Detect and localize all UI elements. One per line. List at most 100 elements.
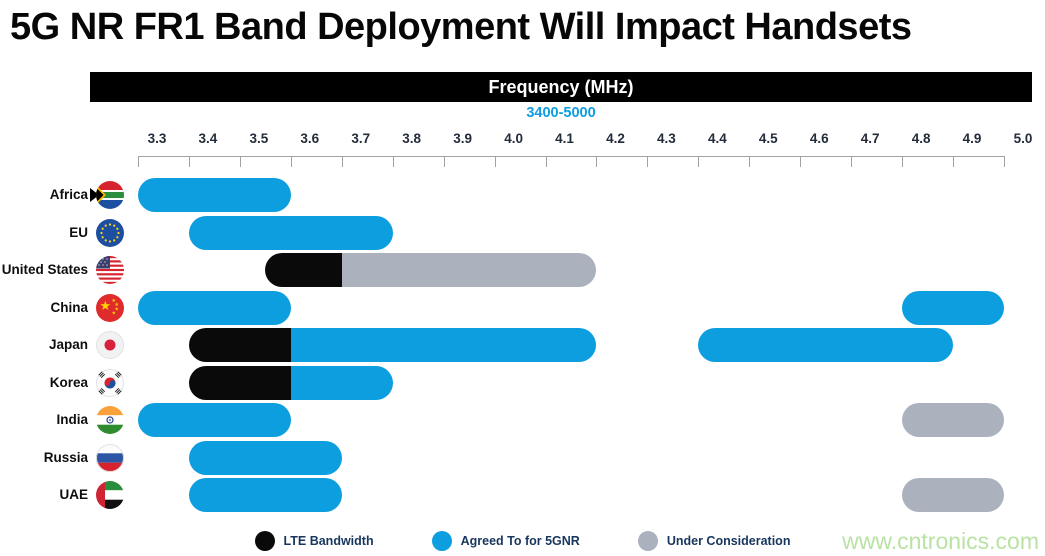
tick-label: 4.6 <box>809 131 829 146</box>
legend-item-lte: LTE Bandwidth <box>254 531 374 551</box>
tick-label: 3.9 <box>453 131 473 146</box>
tick-label: 4.4 <box>707 131 727 146</box>
flag-south-korea-icon <box>96 368 124 397</box>
bar-agreed <box>188 215 393 250</box>
x-axis-line <box>138 156 1005 157</box>
country-row-india: India <box>0 403 1045 437</box>
tick-label: 4.3 <box>657 131 676 146</box>
country-row-united-states: United States <box>0 253 1045 287</box>
bar-consideration <box>902 403 1004 437</box>
bar-lte <box>188 365 291 400</box>
flag-united-states-icon <box>96 256 124 284</box>
frequency-header-bar: Frequency (MHz) <box>90 72 1032 102</box>
tick-mark <box>953 156 955 167</box>
tick-label: 4.7 <box>860 131 880 146</box>
country-row-uae: UAE <box>0 478 1045 512</box>
bar-agreed <box>290 328 597 362</box>
row-label-eu: EU <box>69 224 88 240</box>
row-label-korea: Korea <box>49 374 88 390</box>
flag-japan-icon <box>96 331 124 359</box>
tick-label: 5.0 <box>1013 131 1033 146</box>
tick-mark <box>800 156 802 167</box>
tick-label: 4.1 <box>555 131 574 146</box>
bar-agreed <box>138 178 291 212</box>
tick-label: 3.6 <box>300 131 320 146</box>
tick-label: 4.2 <box>606 131 625 146</box>
bar-consideration <box>341 253 597 287</box>
tick-label: 3.4 <box>198 131 218 146</box>
bar-agreed <box>188 478 342 512</box>
tick-mark <box>138 156 139 167</box>
tick-mark <box>698 156 700 167</box>
row-label-russia: Russia <box>43 449 88 465</box>
tick-label: 4.5 <box>758 131 778 146</box>
tick-label: 4.8 <box>911 131 931 146</box>
tick-mark <box>341 156 343 167</box>
bar-agreed <box>698 328 954 362</box>
bar-agreed <box>902 290 1004 325</box>
tick-mark <box>392 156 394 167</box>
bar-lte <box>188 328 291 362</box>
tick-mark <box>494 156 496 167</box>
row-label-africa: Africa <box>49 187 88 202</box>
legend-label-agreed: Agreed To for 5GNR <box>460 534 580 548</box>
country-row-korea: Korea <box>0 365 1045 400</box>
bar-agreed <box>188 440 342 475</box>
row-label-japan: Japan <box>48 337 88 352</box>
flag-india-icon <box>96 406 124 434</box>
tick-mark <box>290 156 292 167</box>
legend: LTE Bandwidth Agreed To for 5GNR Under C… <box>0 531 1045 551</box>
row-label-uae: UAE <box>59 487 88 502</box>
tick-mark <box>902 156 904 167</box>
agreed-swatch-icon <box>431 531 452 551</box>
lte-swatch-icon <box>254 531 275 551</box>
bar-lte <box>265 253 342 287</box>
bar-agreed <box>138 403 291 437</box>
tick-label: 3.8 <box>402 131 422 146</box>
consideration-swatch-icon <box>637 531 658 551</box>
tick-mark <box>851 156 853 167</box>
bar-agreed <box>138 290 291 325</box>
tick-label: 3.7 <box>351 131 371 146</box>
bar-consideration <box>902 478 1004 512</box>
page-title: 5G NR FR1 Band Deployment Will Impact Ha… <box>10 6 912 48</box>
country-row-africa: Africa <box>0 178 1045 212</box>
flag-european-union-icon <box>96 218 124 247</box>
svg-text:★: ★ <box>112 298 117 304</box>
flag-russia-icon <box>96 443 124 472</box>
tick-mark <box>443 156 445 167</box>
tick-mark <box>239 156 241 167</box>
tick-label: 3.5 <box>249 131 269 146</box>
tick-label: 3.3 <box>147 131 167 146</box>
flag-china-icon: ★ ★ ★ ★ ★ <box>96 293 124 322</box>
bar-agreed <box>290 365 393 400</box>
tick-mark <box>188 156 190 167</box>
country-row-japan: Japan <box>0 328 1045 362</box>
row-label-united-states: United States <box>1 262 88 277</box>
tick-label: 4.9 <box>962 131 982 146</box>
legend-item-agreed: Agreed To for 5GNR <box>431 531 580 551</box>
legend-label-lte: LTE Bandwidth <box>283 534 374 548</box>
flag-uae-icon <box>96 481 124 509</box>
country-row-china: China ★ ★ ★ ★ ★ <box>0 290 1045 325</box>
tick-mark <box>545 156 547 167</box>
tick-mark <box>647 156 649 167</box>
legend-item-consideration: Under Consideration <box>637 531 791 551</box>
country-row-eu: EU <box>0 215 1045 250</box>
country-row-russia: Russia <box>0 440 1045 475</box>
tick-label: 4.0 <box>504 131 523 146</box>
frequency-header-label: Frequency (MHz) <box>488 76 634 97</box>
row-label-india: India <box>56 412 88 427</box>
svg-text:★: ★ <box>115 306 120 312</box>
legend-label-consideration: Under Consideration <box>666 534 791 548</box>
svg-text:★: ★ <box>115 302 120 308</box>
tick-mark <box>596 156 598 167</box>
tick-mark <box>1003 156 1005 167</box>
tick-mark <box>749 156 751 167</box>
svg-text:★: ★ <box>112 310 117 316</box>
svg-text:★: ★ <box>100 299 112 314</box>
row-label-china: China <box>50 299 88 315</box>
flag-south-africa-icon <box>90 181 124 209</box>
watermark: www.cntronics.com <box>842 528 1039 554</box>
